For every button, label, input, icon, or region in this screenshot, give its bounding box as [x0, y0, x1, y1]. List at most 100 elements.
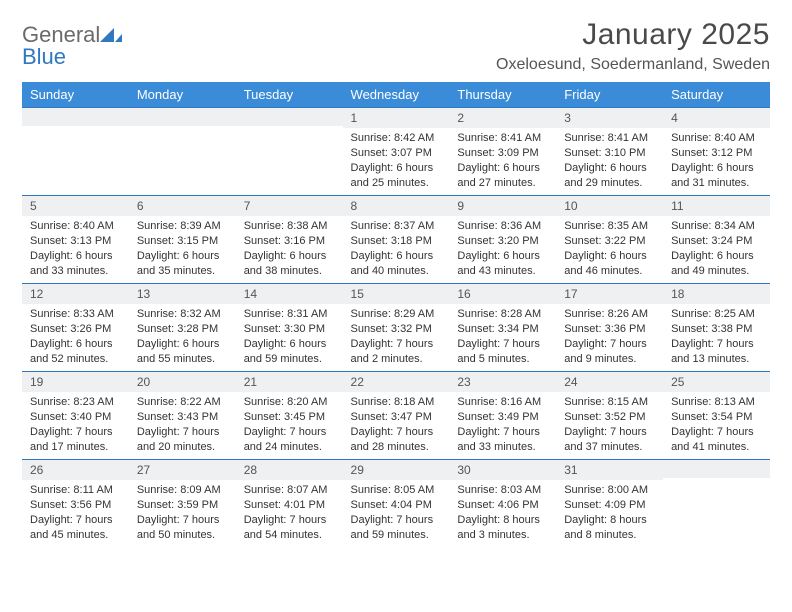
sunrise-text: Sunrise: 8:22 AM [137, 395, 228, 410]
daylight-text: Daylight: 7 hours and 54 minutes. [244, 513, 335, 543]
day-cell: 2Sunrise: 8:41 AMSunset: 3:09 PMDaylight… [449, 108, 556, 196]
sunset-text: Sunset: 3:43 PM [137, 410, 228, 425]
daylight-text: Daylight: 6 hours and 31 minutes. [671, 161, 762, 191]
day-cell-inner: 17Sunrise: 8:26 AMSunset: 3:36 PMDayligh… [556, 284, 663, 371]
day-number: 19 [22, 372, 129, 392]
sunset-text: Sunset: 3:07 PM [351, 146, 442, 161]
sunrise-text: Sunrise: 8:07 AM [244, 483, 335, 498]
day-cell-inner: 13Sunrise: 8:32 AMSunset: 3:28 PMDayligh… [129, 284, 236, 371]
sunset-text: Sunset: 3:10 PM [564, 146, 655, 161]
day-cell-inner: 29Sunrise: 8:05 AMSunset: 4:04 PMDayligh… [343, 460, 450, 548]
daylight-text: Daylight: 8 hours and 3 minutes. [457, 513, 548, 543]
daylight-text: Daylight: 7 hours and 9 minutes. [564, 337, 655, 367]
day-number: 6 [129, 196, 236, 216]
day-body: Sunrise: 8:13 AMSunset: 3:54 PMDaylight:… [663, 392, 770, 459]
daylight-text: Daylight: 7 hours and 41 minutes. [671, 425, 762, 455]
daylight-text: Daylight: 6 hours and 29 minutes. [564, 161, 655, 191]
day-cell: 21Sunrise: 8:20 AMSunset: 3:45 PMDayligh… [236, 372, 343, 460]
day-body: Sunrise: 8:25 AMSunset: 3:38 PMDaylight:… [663, 304, 770, 371]
sunset-text: Sunset: 4:09 PM [564, 498, 655, 513]
day-cell: 1Sunrise: 8:42 AMSunset: 3:07 PMDaylight… [343, 108, 450, 196]
day-cell-inner: 2Sunrise: 8:41 AMSunset: 3:09 PMDaylight… [449, 108, 556, 195]
day-number [236, 108, 343, 126]
day-cell: 9Sunrise: 8:36 AMSunset: 3:20 PMDaylight… [449, 196, 556, 284]
sunrise-text: Sunrise: 8:42 AM [351, 131, 442, 146]
day-cell-inner: 16Sunrise: 8:28 AMSunset: 3:34 PMDayligh… [449, 284, 556, 371]
day-cell-inner: 4Sunrise: 8:40 AMSunset: 3:12 PMDaylight… [663, 108, 770, 195]
daylight-text: Daylight: 7 hours and 50 minutes. [137, 513, 228, 543]
week-row: 5Sunrise: 8:40 AMSunset: 3:13 PMDaylight… [22, 196, 770, 284]
daylight-text: Daylight: 6 hours and 59 minutes. [244, 337, 335, 367]
day-cell [663, 460, 770, 548]
daylight-text: Daylight: 7 hours and 13 minutes. [671, 337, 762, 367]
day-number: 16 [449, 284, 556, 304]
sunrise-text: Sunrise: 8:23 AM [30, 395, 121, 410]
day-cell: 17Sunrise: 8:26 AMSunset: 3:36 PMDayligh… [556, 284, 663, 372]
day-cell-inner: 23Sunrise: 8:16 AMSunset: 3:49 PMDayligh… [449, 372, 556, 459]
sunrise-text: Sunrise: 8:41 AM [564, 131, 655, 146]
day-header: Monday [129, 82, 236, 108]
day-cell: 14Sunrise: 8:31 AMSunset: 3:30 PMDayligh… [236, 284, 343, 372]
day-body: Sunrise: 8:41 AMSunset: 3:09 PMDaylight:… [449, 128, 556, 195]
day-body: Sunrise: 8:11 AMSunset: 3:56 PMDaylight:… [22, 480, 129, 548]
day-number: 24 [556, 372, 663, 392]
day-number: 17 [556, 284, 663, 304]
sunset-text: Sunset: 3:24 PM [671, 234, 762, 249]
day-body: Sunrise: 8:32 AMSunset: 3:28 PMDaylight:… [129, 304, 236, 371]
day-number: 12 [22, 284, 129, 304]
day-cell: 15Sunrise: 8:29 AMSunset: 3:32 PMDayligh… [343, 284, 450, 372]
day-cell: 6Sunrise: 8:39 AMSunset: 3:15 PMDaylight… [129, 196, 236, 284]
sunrise-text: Sunrise: 8:13 AM [671, 395, 762, 410]
day-cell: 31Sunrise: 8:00 AMSunset: 4:09 PMDayligh… [556, 460, 663, 548]
day-cell: 10Sunrise: 8:35 AMSunset: 3:22 PMDayligh… [556, 196, 663, 284]
day-body: Sunrise: 8:38 AMSunset: 3:16 PMDaylight:… [236, 216, 343, 283]
sunset-text: Sunset: 3:36 PM [564, 322, 655, 337]
day-number: 8 [343, 196, 450, 216]
day-cell-inner: 25Sunrise: 8:13 AMSunset: 3:54 PMDayligh… [663, 372, 770, 459]
day-cell-inner [663, 460, 770, 548]
day-cell-inner [22, 108, 129, 195]
sunset-text: Sunset: 3:20 PM [457, 234, 548, 249]
daylight-text: Daylight: 6 hours and 40 minutes. [351, 249, 442, 279]
sunset-text: Sunset: 3:32 PM [351, 322, 442, 337]
day-body: Sunrise: 8:03 AMSunset: 4:06 PMDaylight:… [449, 480, 556, 548]
day-body: Sunrise: 8:22 AMSunset: 3:43 PMDaylight:… [129, 392, 236, 459]
day-number: 14 [236, 284, 343, 304]
day-number: 18 [663, 284, 770, 304]
day-number [663, 460, 770, 478]
day-body [22, 126, 129, 195]
sunrise-text: Sunrise: 8:28 AM [457, 307, 548, 322]
day-body: Sunrise: 8:36 AMSunset: 3:20 PMDaylight:… [449, 216, 556, 283]
sunrise-text: Sunrise: 8:29 AM [351, 307, 442, 322]
day-cell-inner: 31Sunrise: 8:00 AMSunset: 4:09 PMDayligh… [556, 460, 663, 548]
sunrise-text: Sunrise: 8:05 AM [351, 483, 442, 498]
day-body: Sunrise: 8:23 AMSunset: 3:40 PMDaylight:… [22, 392, 129, 459]
day-body: Sunrise: 8:35 AMSunset: 3:22 PMDaylight:… [556, 216, 663, 283]
day-cell: 24Sunrise: 8:15 AMSunset: 3:52 PMDayligh… [556, 372, 663, 460]
week-row: 19Sunrise: 8:23 AMSunset: 3:40 PMDayligh… [22, 372, 770, 460]
day-cell-inner: 11Sunrise: 8:34 AMSunset: 3:24 PMDayligh… [663, 196, 770, 283]
title-block: January 2025 Oxeloesund, Soedermanland, … [496, 18, 770, 74]
sunset-text: Sunset: 3:56 PM [30, 498, 121, 513]
day-cell: 11Sunrise: 8:34 AMSunset: 3:24 PMDayligh… [663, 196, 770, 284]
daylight-text: Daylight: 8 hours and 8 minutes. [564, 513, 655, 543]
day-number: 13 [129, 284, 236, 304]
day-cell: 30Sunrise: 8:03 AMSunset: 4:06 PMDayligh… [449, 460, 556, 548]
day-number: 20 [129, 372, 236, 392]
day-number: 4 [663, 108, 770, 128]
sunrise-text: Sunrise: 8:40 AM [30, 219, 121, 234]
day-cell-inner: 6Sunrise: 8:39 AMSunset: 3:15 PMDaylight… [129, 196, 236, 283]
day-cell: 23Sunrise: 8:16 AMSunset: 3:49 PMDayligh… [449, 372, 556, 460]
brand-sail-icon [100, 24, 122, 46]
sunrise-text: Sunrise: 8:31 AM [244, 307, 335, 322]
day-cell-inner: 22Sunrise: 8:18 AMSunset: 3:47 PMDayligh… [343, 372, 450, 459]
day-cell-inner [129, 108, 236, 195]
sunrise-text: Sunrise: 8:11 AM [30, 483, 121, 498]
day-body: Sunrise: 8:15 AMSunset: 3:52 PMDaylight:… [556, 392, 663, 459]
daylight-text: Daylight: 7 hours and 20 minutes. [137, 425, 228, 455]
sunset-text: Sunset: 3:49 PM [457, 410, 548, 425]
sunset-text: Sunset: 3:54 PM [671, 410, 762, 425]
day-body: Sunrise: 8:37 AMSunset: 3:18 PMDaylight:… [343, 216, 450, 283]
sunset-text: Sunset: 3:38 PM [671, 322, 762, 337]
day-body: Sunrise: 8:16 AMSunset: 3:49 PMDaylight:… [449, 392, 556, 459]
